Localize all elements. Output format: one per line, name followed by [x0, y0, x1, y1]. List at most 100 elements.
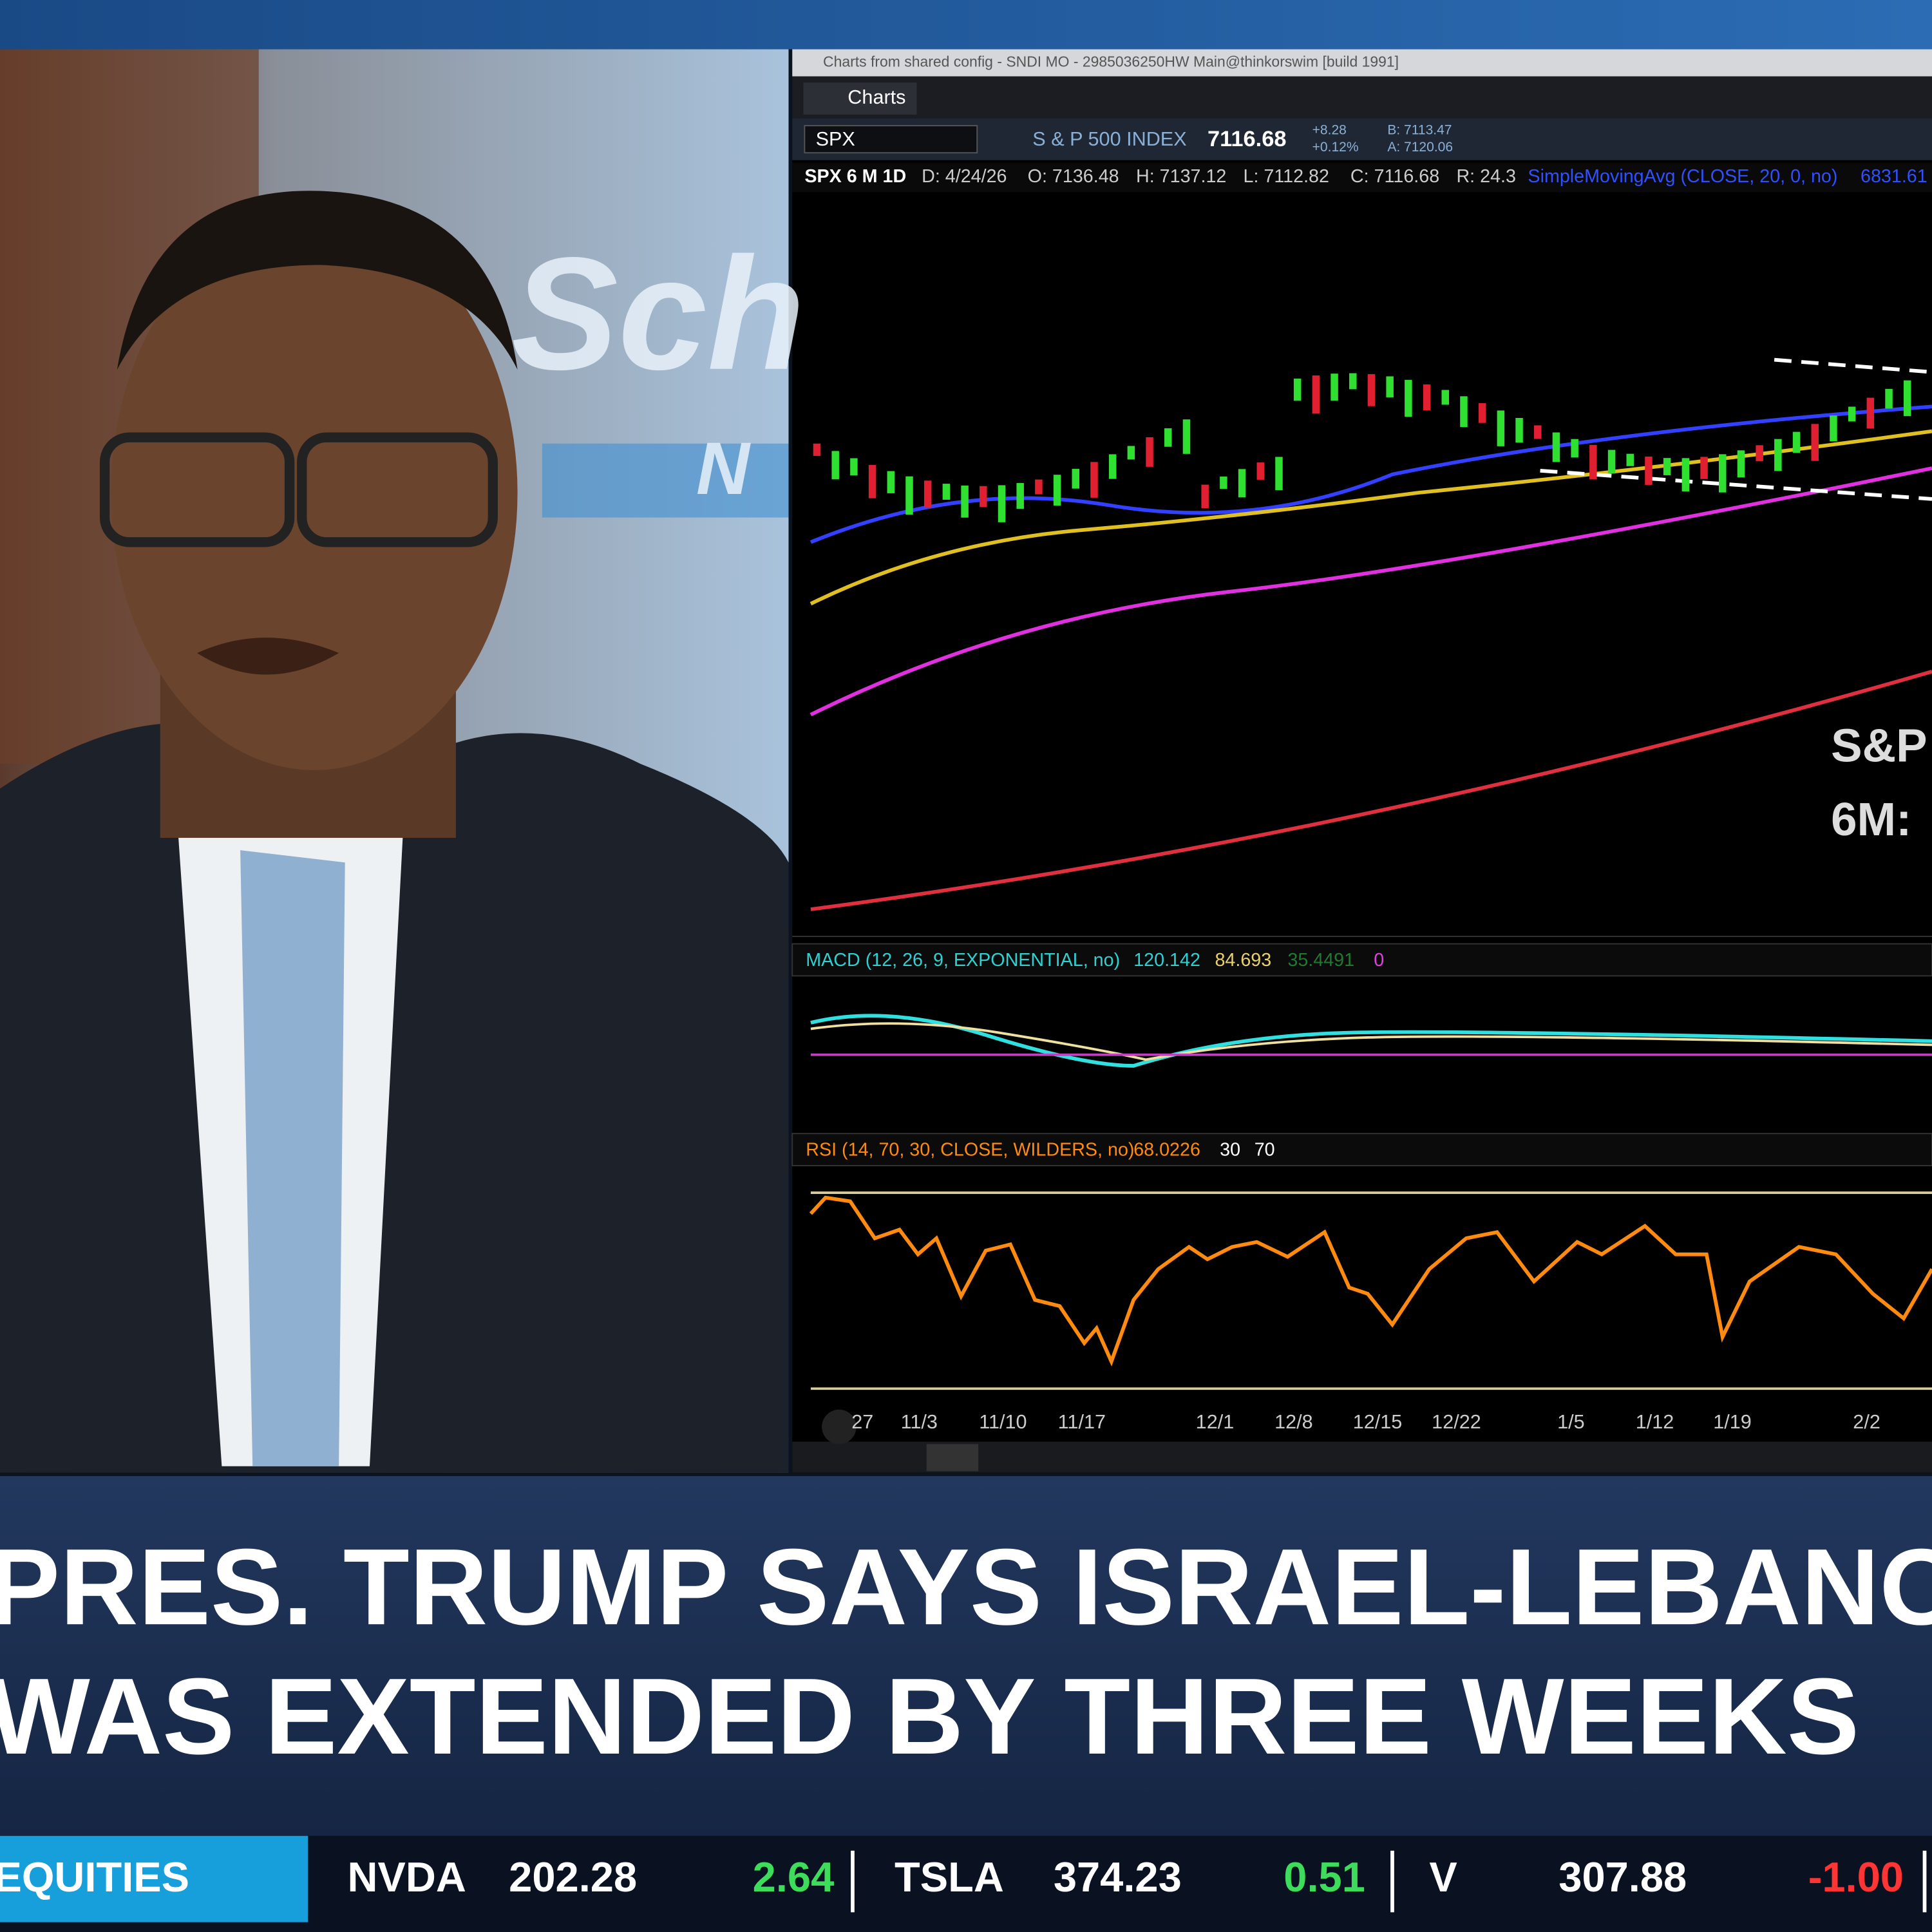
chart-header-field: SPX 6 M 1D — [804, 166, 906, 187]
macd-value: 0 — [1374, 950, 1384, 971]
candle — [1515, 417, 1523, 443]
chart-header-field: D: 4/24/26 — [922, 166, 1007, 187]
ticker-change: -1.00 — [1808, 1853, 1904, 1900]
x-tick-label: 12/22 — [1432, 1411, 1481, 1433]
chart-header-field: R: 24.3 — [1456, 166, 1516, 187]
glasses-right — [297, 432, 498, 547]
candle — [980, 486, 987, 507]
chart-header-bar — [792, 162, 1932, 193]
chart-header-field: 6831.61 — [1861, 166, 1927, 187]
x-tick-label: 11/3 — [901, 1411, 938, 1433]
mouth — [197, 638, 339, 675]
chart-annotation: S&P — [1831, 719, 1927, 772]
candle — [1016, 483, 1024, 509]
moving-average-200 — [810, 669, 1932, 911]
candle — [1331, 374, 1338, 401]
tab-label: Charts — [848, 86, 905, 108]
candle — [1478, 403, 1486, 423]
candle — [1367, 374, 1376, 406]
ticker-section: EQUITIES — [0, 1853, 189, 1900]
x-tick-label: 27 — [851, 1411, 873, 1433]
drawing-tool[interactable] — [822, 1409, 857, 1444]
macd-signal — [810, 1022, 1932, 1061]
candle — [1645, 456, 1653, 485]
candle — [1090, 462, 1098, 498]
macd-value: 120.142 — [1133, 950, 1200, 971]
x-tick-label: 11/17 — [1058, 1411, 1106, 1433]
macd-value: 35.4491 — [1287, 950, 1354, 971]
candle — [1072, 469, 1080, 489]
window-body — [792, 49, 1932, 1473]
candles — [813, 373, 1911, 522]
candle — [831, 451, 839, 480]
candle — [1220, 476, 1227, 489]
candle — [1146, 437, 1153, 467]
candle — [1108, 454, 1117, 479]
candle — [1201, 484, 1209, 508]
ticker-bar — [0, 1835, 1932, 1932]
candle — [1182, 419, 1191, 454]
candle — [905, 476, 913, 515]
candle — [1349, 373, 1357, 390]
candle — [1589, 444, 1597, 480]
candle — [1293, 378, 1302, 401]
rsi-label: RSI (14, 70, 30, CLOSE, WILDERS, no) — [806, 1140, 1134, 1160]
tab-bar — [792, 76, 1932, 118]
candle — [1238, 469, 1246, 498]
candle — [1164, 428, 1172, 447]
moving-average-20 — [810, 404, 1932, 544]
background-logo: N — [696, 428, 751, 510]
quote-ask: A: 7120.06 — [1387, 140, 1453, 155]
chart-header-field: C: 7116.68 — [1350, 166, 1439, 187]
candle — [1903, 380, 1911, 417]
tie — [240, 850, 345, 1466]
logo-stripe — [542, 443, 789, 518]
candle — [1405, 379, 1412, 417]
candle — [1700, 457, 1708, 479]
symbol: SPX — [816, 128, 855, 150]
candle — [1552, 432, 1560, 462]
candle — [998, 485, 1006, 522]
candle — [813, 443, 821, 456]
candle — [868, 465, 876, 498]
candle — [1607, 450, 1616, 473]
headline-line: PRES. TRUMP SAYS ISRAEL-LEBANON C — [0, 1526, 1932, 1647]
candle — [961, 485, 969, 518]
x-tick-label: 1/5 — [1557, 1411, 1585, 1433]
texts: Sch N Charts from shared config - SNDI MO … — [0, 53, 1932, 1900]
x-tick-label: 12/8 — [1274, 1411, 1313, 1433]
candle — [1792, 431, 1801, 453]
status-bar — [792, 1441, 1932, 1473]
candle — [1774, 439, 1782, 471]
ticker-change: 2.64 — [753, 1853, 835, 1900]
ticker-price: 374.23 — [1054, 1853, 1182, 1900]
candle — [1312, 375, 1320, 414]
x-tick-label: 1/19 — [1713, 1411, 1752, 1433]
headline-line: WAS EXTENDED BY THREE WEEKS — [0, 1656, 1859, 1777]
macd-header — [791, 943, 1932, 977]
candle — [887, 471, 895, 493]
ticker-symbol: V — [1429, 1853, 1457, 1900]
ticker-symbol: NVDA — [348, 1853, 466, 1900]
quote-change-pct: +0.12% — [1312, 140, 1359, 155]
candle — [942, 484, 951, 500]
rsi-line — [809, 1195, 1932, 1367]
x-tick-label: 2/2 — [1853, 1411, 1880, 1433]
charts-tab[interactable] — [803, 82, 917, 115]
candle — [1053, 475, 1061, 506]
candle — [1571, 439, 1578, 458]
candle — [1423, 384, 1431, 411]
candle — [1811, 424, 1819, 461]
symbol-box[interactable] — [804, 125, 978, 154]
x-tick-label: 12/1 — [1196, 1411, 1235, 1433]
window-titlebar — [792, 49, 1932, 77]
candle — [1275, 457, 1283, 491]
quote-change: +8.28 — [1312, 122, 1347, 137]
hair — [117, 191, 518, 370]
ticker-price: 202.28 — [509, 1853, 637, 1900]
face — [111, 215, 518, 770]
candle — [1756, 445, 1763, 462]
scroll-button[interactable] — [926, 1444, 979, 1472]
quote-bid: B: 7113.47 — [1387, 122, 1452, 137]
